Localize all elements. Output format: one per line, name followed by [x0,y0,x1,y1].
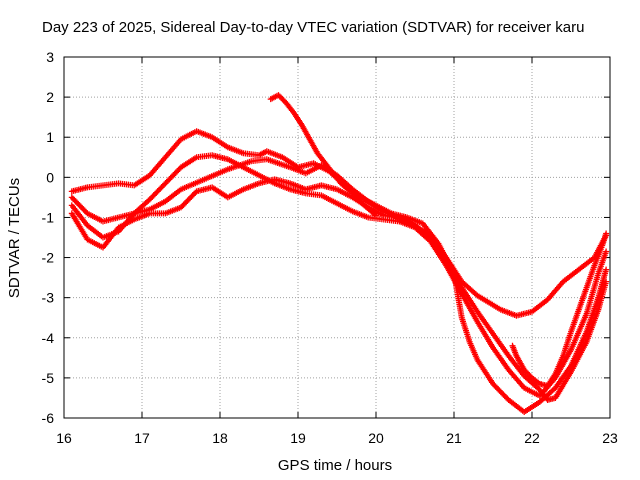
x-tick-label: 20 [368,430,384,446]
data-point [83,209,90,216]
x-tick-label: 19 [290,430,306,446]
x-tick-label: 16 [56,430,72,446]
data-point [192,189,199,196]
x-tick-label: 21 [446,430,462,446]
y-axis-label: SDTVAR / TECUs [6,178,23,298]
y-tick-label: -1 [42,209,55,225]
y-tick-label: 0 [46,169,54,185]
x-tick-label: 18 [212,430,228,446]
series-track-4 [68,128,610,415]
y-tick-label: -5 [42,370,55,386]
y-tick-label: 3 [46,49,54,65]
x-tick-label: 22 [524,430,540,446]
chart-title: Day 223 of 2025, Sidereal Day-to-day VTE… [42,19,584,36]
data-point [373,212,379,219]
grid [64,57,610,418]
series-track-6 [509,230,610,389]
data-point [603,248,610,255]
y-tick-label: 1 [46,129,54,145]
y-tick-label: -2 [42,250,55,266]
y-tick-label: -3 [42,290,55,306]
data-marks [68,92,610,415]
plot-frame [63,56,611,419]
data-point [603,266,610,273]
x-tick-label: 17 [134,430,150,446]
x-axis-label: GPS time / hours [278,457,392,474]
y-tick-label: -4 [42,330,55,346]
data-point [603,230,610,237]
x-tick-label: 23 [602,430,618,446]
series-track-5 [267,92,379,219]
y-tick-label: -6 [42,410,55,426]
y-tick-label: 2 [46,89,54,105]
